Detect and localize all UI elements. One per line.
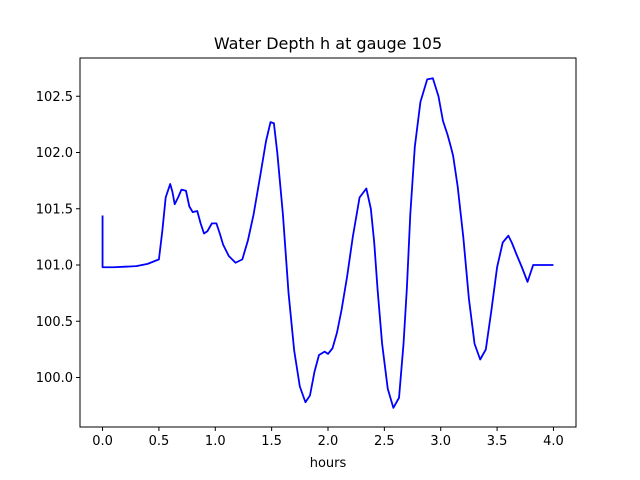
y-tick-label: 100.0 — [36, 371, 73, 386]
y-tick-label: 101.0 — [36, 259, 73, 274]
y-tick-label: 102.5 — [36, 90, 73, 105]
x-tick-label: 3.5 — [487, 434, 508, 449]
y-axis: 100.0 100.5 101.0 101.5 102.0 102.5 — [36, 90, 80, 386]
chart-title: Water Depth h at gauge 105 — [214, 34, 442, 53]
x-tick-label: 3.0 — [430, 434, 451, 449]
y-tick-label: 101.5 — [36, 202, 73, 217]
axes-frame — [79, 57, 577, 428]
y-tick-label: 102.0 — [36, 146, 73, 161]
x-axis-label: hours — [310, 456, 347, 471]
x-tick-label: 2.0 — [318, 434, 339, 449]
series-line-0 — [101, 77, 554, 409]
x-tick-label: 1.5 — [261, 434, 282, 449]
plot-area — [79, 57, 577, 428]
y-tick-label: 100.5 — [36, 315, 73, 330]
x-tick-label: 4.0 — [543, 434, 564, 449]
x-axis: 0.0 0.5 1.0 1.5 2.0 2.5 3.0 3.5 4.0 — [92, 427, 564, 449]
x-tick-label: 0.0 — [92, 434, 113, 449]
x-tick-label: 2.5 — [374, 434, 395, 449]
x-tick-label: 0.5 — [149, 434, 170, 449]
x-tick-label: 1.0 — [205, 434, 226, 449]
